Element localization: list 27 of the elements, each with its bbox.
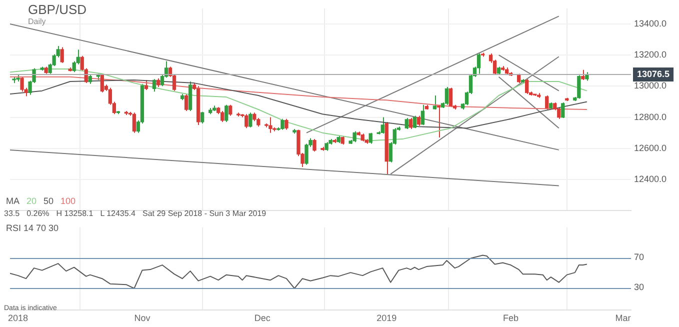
text: Daily (28, 17, 46, 26)
legend-title: MA (6, 196, 20, 206)
annotation: L 12435.4 (100, 209, 136, 218)
y-tick-label: 12800.0 (634, 112, 667, 122)
x-tick-label: Feb (503, 313, 519, 324)
annotation: H 13258.1 (56, 209, 94, 218)
text: 50 (44, 196, 54, 206)
x-tick-label: 2018 (8, 313, 28, 324)
y-tick-label: 13000.0 (634, 80, 667, 91)
x-tick-label: Mar (615, 313, 631, 324)
text: 100 (60, 196, 76, 206)
y-tick-label: 70 (634, 252, 644, 262)
ref-line-label: 13076.5 (637, 68, 670, 79)
y-tick-label: 30 (634, 282, 644, 292)
x-tick-label: Dec (254, 313, 271, 324)
x-tick-label: Nov (134, 313, 151, 324)
y-tick-label: 13200.0 (634, 50, 667, 60)
y-tick-label: 12400.0 (634, 174, 667, 184)
y-tick-label: 13400.0 (634, 18, 667, 28)
annotation: Sat 29 Sep 2018 - Sun 3 Mar 2019 (142, 209, 266, 218)
annotation: 33.5 (4, 209, 20, 218)
chart-title: RSI 14 70 30 (6, 223, 59, 233)
annotation: 0.26% (26, 209, 50, 218)
text: 20 (26, 196, 37, 206)
chart-title: GBP/USD (28, 2, 87, 17)
x-tick-label: 2019 (376, 313, 397, 324)
y-tick-label: 12600.0 (634, 142, 667, 153)
